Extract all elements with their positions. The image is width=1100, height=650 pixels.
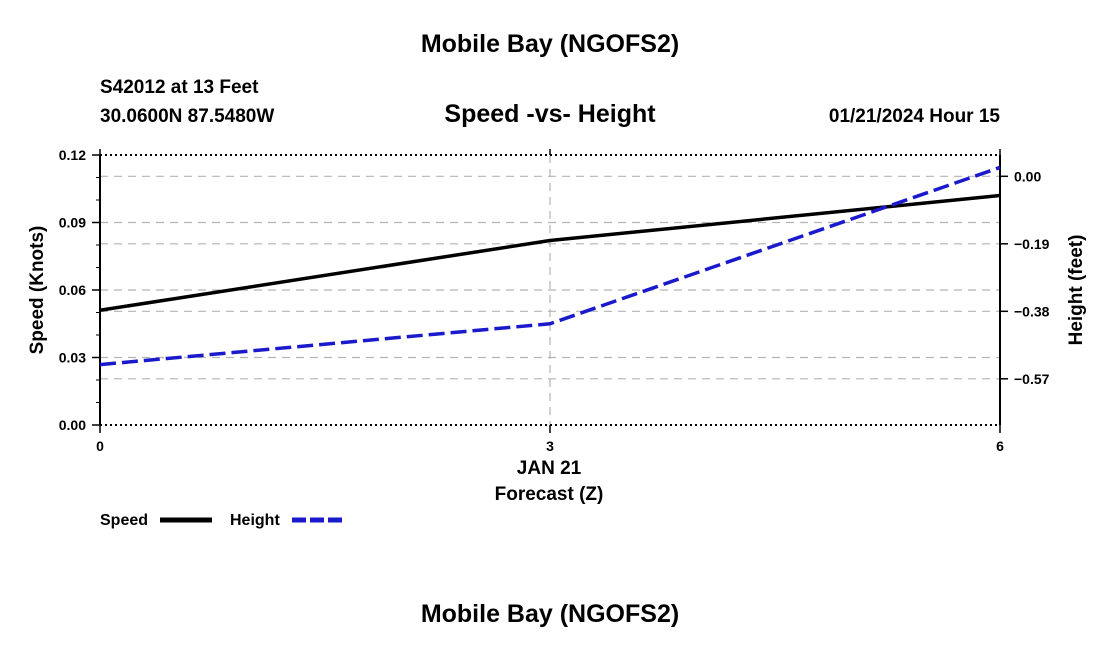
legend-height-label: Height bbox=[230, 512, 280, 529]
chart-title: Mobile Bay (NGOFS2) bbox=[420, 30, 680, 58]
legend: Speed Height bbox=[100, 512, 342, 529]
y-tick-label: 0.06 bbox=[59, 282, 86, 298]
y-tick-label: 0.03 bbox=[59, 350, 86, 366]
y2-tick-label: −0.38 bbox=[1014, 303, 1050, 319]
y-tick-label: 0.00 bbox=[59, 417, 86, 433]
grid-lines bbox=[100, 155, 1000, 425]
y-tick-label: 0.09 bbox=[59, 215, 86, 231]
legend-speed-label: Speed bbox=[100, 512, 148, 529]
axis-tick-labels: 0.00 0.03 0.06 0.09 0.12 0.00 −0.19 −0.38 −0.57 0… bbox=[59, 147, 1050, 454]
station-label: S42012 at 13 Feet bbox=[100, 77, 259, 98]
series-line-speed bbox=[99, 193, 1001, 312]
y2-tick-label: 0.00 bbox=[1014, 168, 1041, 184]
y2-tick-label: −0.19 bbox=[1014, 236, 1050, 252]
chart-subtitle: Speed -vs- Height bbox=[444, 100, 656, 128]
x-tick-label: 0 bbox=[96, 438, 104, 454]
y-axis-label: Speed (Knots) bbox=[27, 226, 48, 355]
x-axis-label: Forecast (Z) bbox=[495, 484, 604, 505]
station-coordinates: 30.0600N 87.5480W bbox=[100, 106, 275, 127]
footer-title: Mobile Bay (NGOFS2) bbox=[420, 600, 680, 628]
series-line-height bbox=[99, 165, 1001, 367]
axis-ticks bbox=[92, 149, 1008, 433]
x-tick-label: 6 bbox=[996, 438, 1004, 454]
x-date-label: JAN 21 bbox=[517, 458, 582, 479]
y2-axis-label: Height (feet) bbox=[1066, 235, 1087, 346]
data-series bbox=[99, 165, 1001, 367]
x-tick-label: 3 bbox=[546, 438, 554, 454]
y-tick-label: 0.12 bbox=[59, 147, 86, 163]
y2-tick-label: −0.57 bbox=[1014, 371, 1050, 387]
forecast-datetime: 01/21/2024 Hour 15 bbox=[828, 106, 1000, 127]
